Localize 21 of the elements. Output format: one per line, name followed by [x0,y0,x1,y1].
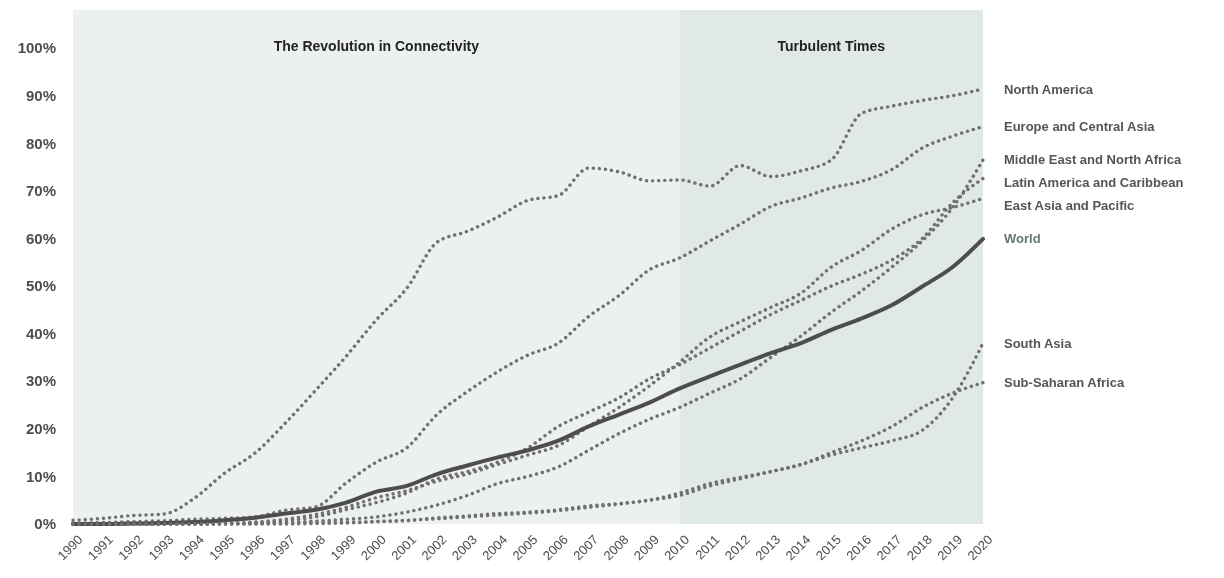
y-tick-label: 80% [25,134,56,152]
y-tick-label: 90% [25,86,56,104]
series-label: Europe and Central Asia [1004,119,1156,135]
y-tick-label: 10% [25,467,56,485]
series-label: North America [1004,81,1094,97]
y-tick-label: 100% [17,39,56,57]
series-label: Latin America and Caribbean [1004,175,1184,191]
y-tick-label: 70% [25,182,56,200]
y-tick-label: 40% [25,324,56,342]
band-label: Turbulent Times [777,38,886,54]
y-tick-label: 30% [25,372,56,390]
y-tick-label: 60% [25,229,56,247]
series-label: Sub-Saharan Africa [1004,375,1125,391]
band-label: The Revolution in Connectivity [273,38,480,54]
series-label: World [1004,231,1041,247]
series-label: East Asia and Pacific [1004,198,1135,214]
y-tick-label: 0% [34,515,56,533]
series-label: Middle East and North Africa [1004,152,1182,168]
y-tick-label: 50% [25,277,56,295]
y-tick-label: 20% [25,420,56,438]
series-label: South Asia [1004,335,1073,351]
